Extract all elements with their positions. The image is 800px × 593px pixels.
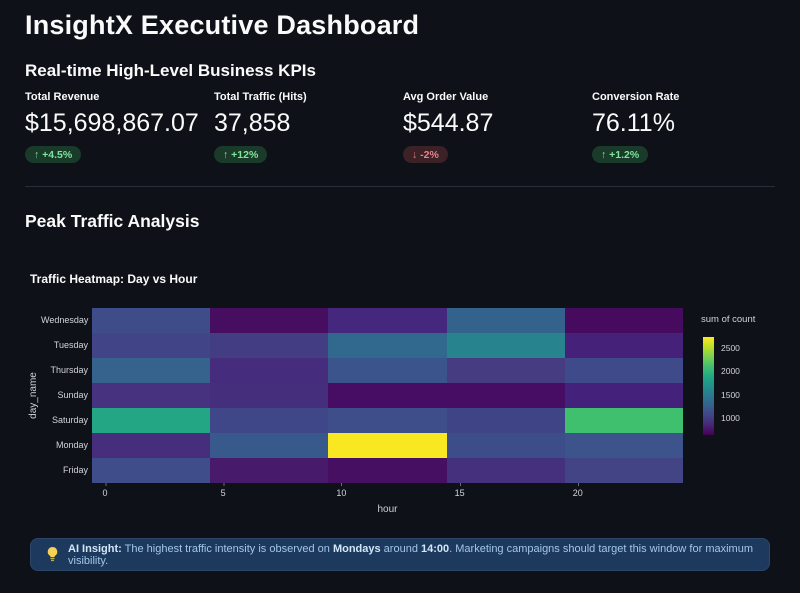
heatmap-cell-saturday-h15[interactable]: [446, 408, 565, 433]
colorbar-tick-label: 1000: [721, 413, 740, 424]
heatmap-cell-sunday-h15[interactable]: [446, 383, 565, 408]
heatmap-cell-tuesday-h20[interactable]: [564, 333, 683, 358]
y-axis-tick-label: Tuesday: [53, 340, 88, 350]
heatmap-cell-friday-h10[interactable]: [328, 458, 447, 483]
heatmap-cell-wednesday-h5[interactable]: [210, 308, 329, 333]
colorbar-tick-label: 1500: [721, 389, 740, 400]
heatmap-cell-monday-h20[interactable]: [564, 433, 683, 458]
y-axis-tick-label: Wednesday: [41, 315, 89, 325]
y-axis-tick-label: Thursday: [50, 365, 88, 375]
y-axis-tick-label: Sunday: [57, 390, 88, 400]
heatmap-cell-wednesday-h20[interactable]: [564, 308, 683, 333]
kpi-card: Total Traffic (Hits) 37,858 ↑ +12%: [214, 91, 403, 163]
kpi-section-title: Real-time High-Level Business KPIs: [25, 61, 316, 80]
kpi-delta-badge: ↓ -2%: [403, 146, 448, 163]
heatmap-cell-thursday-h20[interactable]: [564, 358, 683, 383]
kpi-row: Total Revenue $15,698,867.07 ↑ +4.5% Total …: [25, 91, 785, 163]
heatmap-cell-monday-h0[interactable]: [92, 433, 211, 458]
kpi-card: Conversion Rate 76.11% ↑ +1.2%: [592, 91, 781, 163]
heatmap-figure: day_name Wednesday Tuesday Thursday Sunday S…: [25, 300, 785, 525]
heatmap-cell-tuesday-h15[interactable]: [446, 333, 565, 358]
heatmap-cell-saturday-h10[interactable]: [328, 408, 447, 433]
x-axis-tick-label: 15: [454, 483, 465, 498]
heatmap-cell-friday-h15[interactable]: [446, 458, 565, 483]
x-axis-tick-label: 10: [336, 483, 347, 498]
traffic-section-title: Peak Traffic Analysis: [25, 211, 200, 231]
y-axis-title: day_name: [27, 372, 39, 419]
heatmap-cell-saturday-h5[interactable]: [210, 408, 329, 433]
insight-plain-text: . Marketing campaigns should target this…: [68, 542, 753, 567]
kpi-label: Total Revenue: [25, 91, 100, 103]
insight-text: The highest traffic intensity is observe…: [68, 543, 753, 567]
y-axis-title-wrap: day_name: [25, 308, 41, 483]
heatmap-cell-sunday-h5[interactable]: [210, 383, 329, 408]
heatmap-y-labels: Wednesday Tuesday Thursday Sunday Saturday Mo…: [41, 308, 88, 483]
kpi-card: Total Revenue $15,698,867.07 ↑ +4.5%: [25, 91, 214, 163]
insight-message: AI Insight: The highest traffic intensit…: [68, 543, 754, 567]
page-title: InsightX Executive Dashboard: [25, 10, 420, 40]
kpi-label: Conversion Rate: [592, 91, 680, 103]
y-axis-tick-label: Friday: [62, 465, 88, 475]
insight-bold-text: 14:00: [421, 542, 450, 555]
heatmap-cell-sunday-h0[interactable]: [92, 383, 211, 408]
kpi-delta-badge: ↑ +1.2%: [592, 146, 649, 163]
heatmap-cell-friday-h5[interactable]: [210, 458, 329, 483]
heatmap-cell-monday-h10[interactable]: [328, 433, 447, 458]
heatmap-cell-friday-h20[interactable]: [564, 458, 683, 483]
lightbulb-icon: [47, 547, 58, 562]
kpi-value: 37,858: [214, 109, 291, 137]
heatmap-cell-thursday-h0[interactable]: [92, 358, 211, 383]
insight-label: AI Insight:: [68, 542, 122, 555]
heatmap-cell-wednesday-h10[interactable]: [328, 308, 447, 333]
heatmap-chart-title: Traffic Heatmap: Day vs Hour: [30, 272, 198, 286]
kpi-delta-badge: ↑ +12%: [214, 146, 268, 163]
heatmap-cell-thursday-h15[interactable]: [446, 358, 565, 383]
heatmap-cell-monday-h5[interactable]: [210, 433, 329, 458]
colorbar-tick-label: 2500: [721, 342, 740, 353]
kpi-value: $15,698,867.07: [25, 109, 199, 137]
ai-insight-banner: AI Insight: The highest traffic intensit…: [30, 538, 770, 571]
kpi-delta-badge: ↑ +4.5%: [25, 146, 82, 163]
heatmap-cell-sunday-h20[interactable]: [564, 383, 683, 408]
x-axis-tick-label: 0: [102, 483, 108, 498]
insight-bold-text: Mondays: [332, 542, 381, 555]
x-axis-tick-label: 20: [572, 483, 583, 498]
colorbar-title: sum of count: [701, 314, 756, 325]
kpi-value: 76.11%: [592, 109, 675, 137]
colorbar-tick-label: 2000: [721, 366, 740, 377]
x-axis-tick-label: 5: [220, 483, 226, 498]
kpi-card: Avg Order Value $544.87 ↓ -2%: [403, 91, 592, 163]
heatmap-cell-wednesday-h15[interactable]: [446, 308, 565, 333]
heatmap-cell-tuesday-h5[interactable]: [210, 333, 329, 358]
x-axis-title: hour: [377, 504, 398, 515]
heatmap-cell-friday-h0[interactable]: [92, 458, 211, 483]
heatmap-cell-tuesday-h10[interactable]: [328, 333, 447, 358]
heatmap-cell-saturday-h0[interactable]: [92, 408, 211, 433]
heatmap-cell-monday-h15[interactable]: [446, 433, 565, 458]
y-axis-tick-label: Monday: [55, 440, 88, 450]
heatmap-grid: [92, 308, 683, 483]
kpi-label: Total Traffic (Hits): [214, 91, 307, 103]
heatmap-cell-saturday-h20[interactable]: [564, 408, 683, 433]
insight-plain-text: The highest traffic intensity is observe…: [121, 542, 333, 555]
y-axis-tick-label: Saturday: [51, 415, 88, 425]
heatmap-cell-tuesday-h0[interactable]: [92, 333, 211, 358]
colorbar-gradient: [703, 337, 714, 435]
heatmap-cell-thursday-h5[interactable]: [210, 358, 329, 383]
heatmap-cell-wednesday-h0[interactable]: [92, 308, 211, 333]
section-divider: [25, 186, 775, 187]
kpi-value: $544.87: [403, 109, 494, 137]
kpi-label: Avg Order Value: [403, 91, 489, 103]
insight-plain-text: around: [380, 542, 421, 555]
heatmap-cell-sunday-h10[interactable]: [328, 383, 447, 408]
heatmap-cell-thursday-h10[interactable]: [328, 358, 447, 383]
